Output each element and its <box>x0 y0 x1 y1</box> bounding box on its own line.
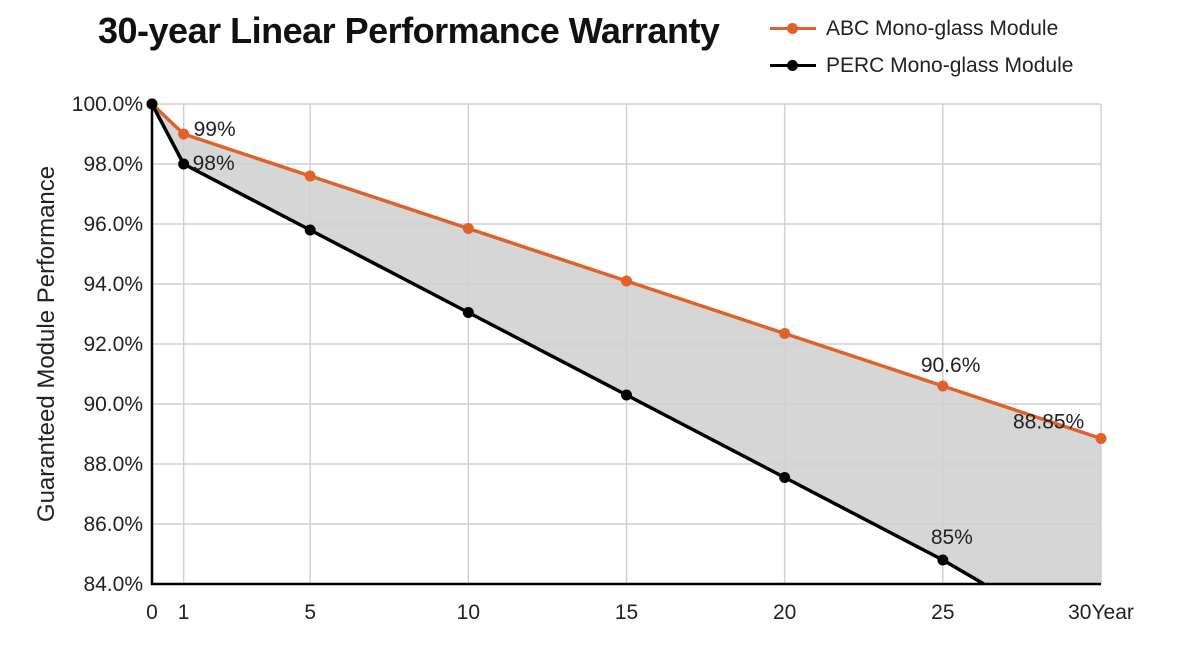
legend: ABC Mono-glass Module PERC Mono-glass Mo… <box>770 10 1073 84</box>
y-axis-title: Guaranteed Module Performance <box>33 166 60 522</box>
data-point-perc <box>621 389 632 401</box>
series-line-abc <box>150 102 1102 441</box>
chart-title: 30-year Linear Performance Warranty <box>98 10 720 51</box>
data-label: 90.6% <box>921 354 981 377</box>
y-tick-label: 96.0% <box>83 213 143 236</box>
y-tick-label: 88.0% <box>83 453 143 476</box>
y-tick-label: 94.0% <box>83 273 143 296</box>
legend-label-perc: PERC Mono-glass Module <box>826 53 1074 77</box>
data-point-perc <box>462 307 474 318</box>
data-point-abc <box>178 128 190 140</box>
y-tick-label: 90.0% <box>83 393 143 416</box>
data-point-abc <box>304 170 316 182</box>
x-tick-label: 25 <box>931 601 954 624</box>
legend-item-perc: PERC Mono-glass Module <box>770 47 1073 84</box>
data-point-perc <box>178 158 190 170</box>
legend-swatch-perc <box>770 60 816 71</box>
x-tick-label: 1 <box>178 601 190 624</box>
data-point-abc <box>621 275 632 287</box>
y-tick-label: 86.0% <box>83 513 143 536</box>
data-point-abc <box>462 223 474 234</box>
x-tick-label: 5 <box>304 601 316 624</box>
legend-label-abc: ABC Mono-glass Module <box>826 16 1059 40</box>
data-label: 99% <box>194 118 236 141</box>
y-tick-label: 92.0% <box>83 333 143 356</box>
data-label: 88.85% <box>1013 411 1084 434</box>
data-point-abc <box>1095 433 1107 444</box>
x-tick-label: 10 <box>457 601 480 624</box>
x-tick-label: 30Year <box>1068 601 1134 624</box>
x-tick-label: 15 <box>615 601 638 624</box>
data-point-perc <box>304 224 316 236</box>
x-tick-label: 20 <box>773 601 796 624</box>
y-tick-label: 100.0% <box>72 93 143 116</box>
series-line-perc <box>150 103 985 586</box>
data-label: 98% <box>193 152 235 175</box>
y-tick-label: 98.0% <box>83 153 143 176</box>
data-label: 85% <box>931 526 973 549</box>
data-point-abc <box>937 380 949 392</box>
legend-item-abc: ABC Mono-glass Module <box>770 10 1073 47</box>
y-tick-label: 84.0% <box>83 573 143 596</box>
legend-swatch-abc <box>770 23 816 34</box>
data-point-perc <box>779 472 791 483</box>
x-tick-label: 0 <box>146 601 158 624</box>
data-point-perc <box>146 98 158 110</box>
data-point-abc <box>779 328 791 339</box>
data-point-perc <box>937 554 949 566</box>
